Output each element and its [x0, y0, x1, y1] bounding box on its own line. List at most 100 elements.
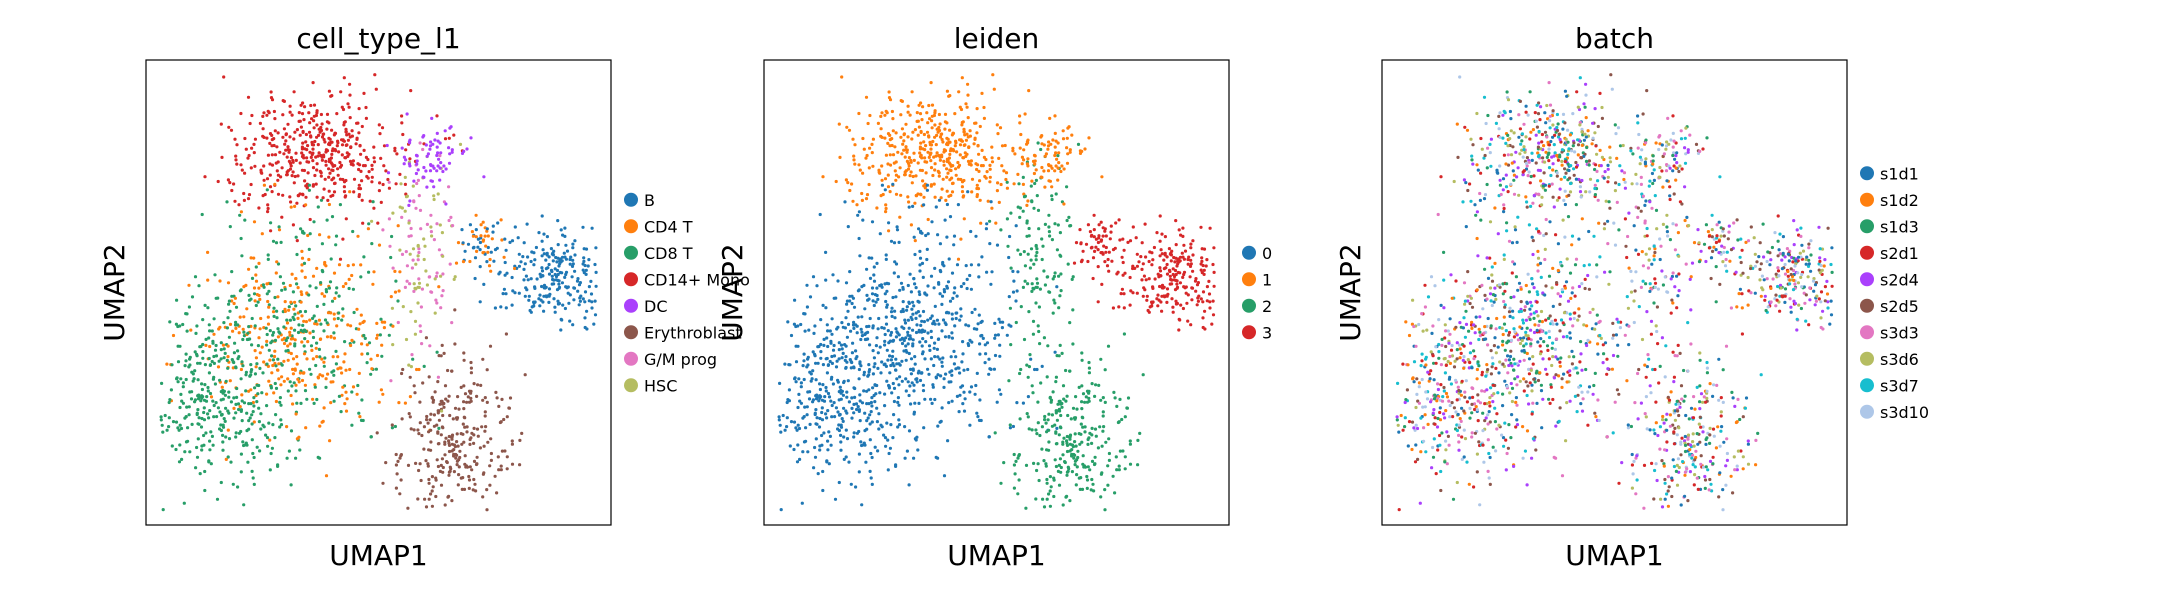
scatter-point	[996, 333, 1001, 337]
scatter-point	[891, 182, 895, 186]
scatter-point	[1074, 444, 1078, 448]
scatter-point	[1048, 489, 1052, 493]
scatter-point	[334, 291, 338, 295]
scatter-point	[1140, 267, 1144, 271]
scatter-point	[1131, 225, 1135, 229]
scatter-point	[311, 184, 315, 188]
scatter-point	[418, 141, 422, 145]
scatter-point	[891, 117, 895, 121]
scatter-point	[205, 395, 209, 399]
scatter-point	[1512, 335, 1516, 339]
scatter-point	[939, 374, 943, 378]
scatter-point	[897, 240, 901, 244]
scatter-point	[1541, 156, 1545, 160]
scatter-point	[454, 261, 459, 265]
scatter-point	[936, 373, 940, 377]
scatter-point	[212, 332, 216, 336]
scatter-point	[453, 342, 457, 346]
scatter-point	[564, 272, 568, 277]
scatter-point	[874, 344, 879, 348]
scatter-point	[262, 360, 266, 364]
scatter-point	[526, 278, 530, 282]
scatter-point	[302, 344, 306, 348]
scatter-point	[1037, 478, 1041, 483]
y-axis-label: UMAP2	[716, 243, 749, 342]
scatter-point	[291, 367, 295, 371]
scatter-point	[1036, 141, 1040, 145]
scatter-point	[1067, 215, 1071, 219]
scatter-point	[513, 291, 517, 295]
scatter-point	[995, 189, 1000, 193]
scatter-point	[1070, 448, 1074, 452]
scatter-point	[805, 283, 809, 287]
scatter-point	[975, 193, 980, 197]
scatter-point	[279, 175, 283, 179]
scatter-point	[1583, 105, 1587, 109]
scatter-point	[457, 473, 461, 477]
scatter-point	[968, 338, 972, 342]
scatter-point	[1566, 128, 1570, 132]
scatter-point	[933, 109, 937, 113]
scatter-point	[231, 329, 235, 333]
legend-marker	[624, 351, 638, 366]
scatter-point	[827, 395, 832, 399]
scatter-point	[848, 294, 852, 298]
scatter-point	[265, 332, 269, 337]
scatter-point	[299, 103, 303, 107]
scatter-point	[340, 393, 344, 397]
scatter-point	[977, 313, 981, 317]
scatter-point	[201, 350, 205, 354]
scatter-point	[590, 306, 594, 310]
scatter-point	[889, 358, 894, 362]
scatter-point	[1012, 279, 1016, 283]
scatter-point	[412, 384, 416, 388]
scatter-point	[1034, 254, 1038, 258]
scatter-point	[1146, 308, 1150, 313]
scatter-point	[1117, 305, 1121, 309]
scatter-point	[973, 307, 977, 311]
scatter-point	[929, 81, 933, 85]
scatter-point	[203, 175, 207, 179]
scatter-point	[278, 275, 282, 279]
scatter-point	[207, 460, 211, 464]
scatter-point	[949, 168, 953, 173]
scatter-point	[265, 343, 269, 347]
scatter-point	[407, 221, 411, 225]
scatter-point	[572, 286, 576, 290]
scatter-point	[869, 451, 873, 456]
scatter-point	[1535, 290, 1539, 294]
scatter-point	[271, 239, 276, 243]
scatter-point	[850, 416, 854, 420]
scatter-point	[873, 445, 877, 449]
scatter-point	[556, 278, 560, 282]
scatter-point	[1026, 138, 1030, 142]
scatter-point	[325, 218, 329, 222]
scatter-point	[318, 355, 322, 359]
scatter-point	[262, 326, 266, 330]
scatter-point	[422, 364, 426, 368]
scatter-point	[1177, 317, 1181, 321]
scatter-point	[557, 282, 561, 286]
scatter-point	[1181, 226, 1185, 230]
scatter-point	[1055, 426, 1059, 430]
scatter-point	[1058, 457, 1062, 461]
scatter-point	[313, 139, 317, 144]
scatter-point	[1544, 150, 1548, 154]
scatter-point	[358, 322, 362, 326]
scatter-point	[300, 112, 305, 116]
scatter-point	[505, 271, 509, 275]
scatter-point	[958, 318, 962, 322]
scatter-point	[820, 410, 824, 415]
scatter-point	[441, 402, 445, 406]
scatter-point	[912, 151, 916, 155]
scatter-point	[433, 390, 437, 394]
scatter-point	[465, 147, 469, 151]
scatter-point	[936, 424, 940, 428]
scatter-point	[1187, 255, 1191, 259]
scatter-point	[379, 200, 383, 204]
scatter-point	[493, 474, 497, 478]
scatter-point	[177, 428, 181, 432]
scatter-point	[977, 275, 981, 279]
scatter-point	[1482, 95, 1487, 99]
scatter-point	[174, 322, 178, 326]
